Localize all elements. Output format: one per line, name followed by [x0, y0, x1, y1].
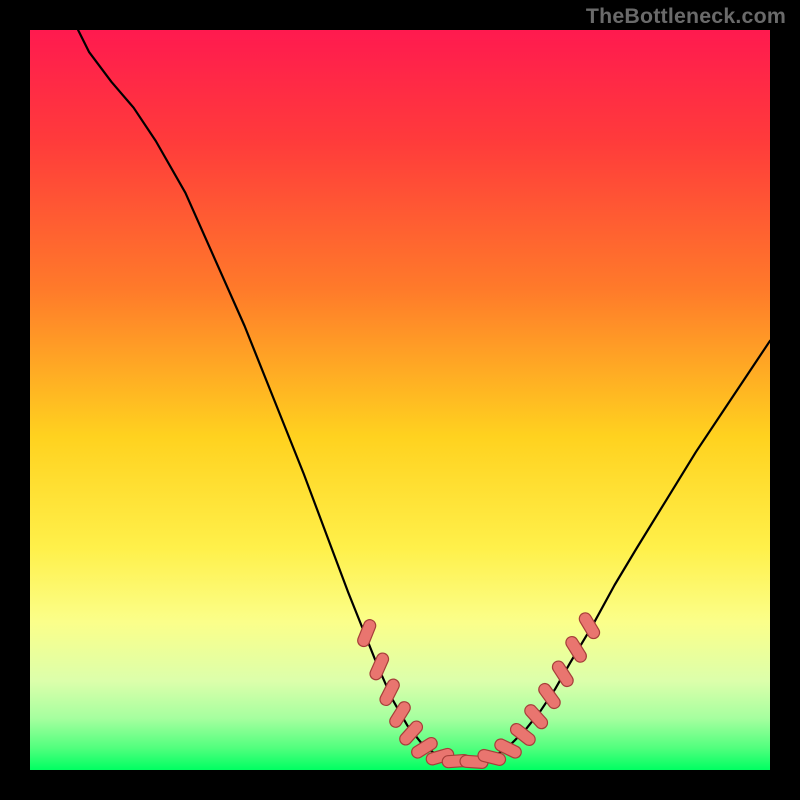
chart-background — [30, 30, 770, 770]
watermark-text: TheBottleneck.com — [586, 4, 786, 29]
chart-wrapper: TheBottleneck.com — [0, 0, 800, 800]
bottleneck-chart — [30, 30, 770, 770]
